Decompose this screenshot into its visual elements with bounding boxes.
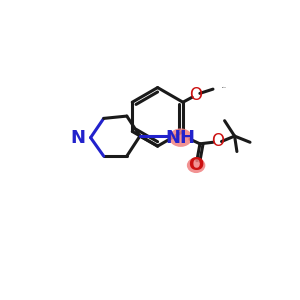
Text: methyl: methyl — [222, 86, 227, 88]
Text: NH: NH — [166, 129, 196, 147]
Text: N: N — [70, 129, 85, 147]
Text: O: O — [190, 86, 202, 104]
Ellipse shape — [169, 128, 192, 147]
Ellipse shape — [187, 158, 205, 173]
Text: O: O — [188, 156, 204, 174]
Text: O: O — [211, 133, 224, 151]
